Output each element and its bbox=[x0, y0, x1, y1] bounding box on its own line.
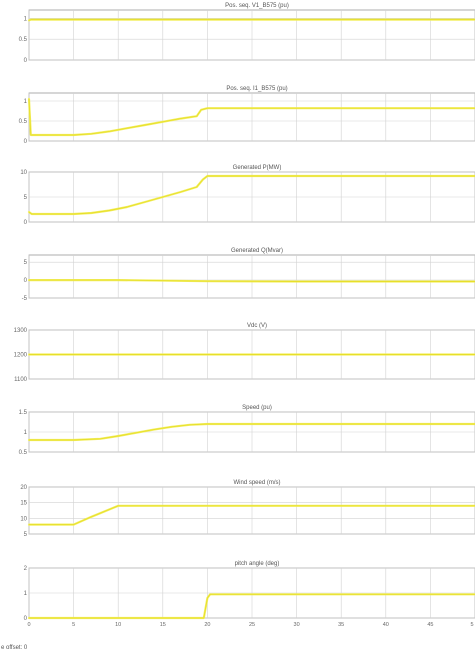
series-line-core bbox=[29, 423, 475, 441]
plot-title: Generated Q(Mvar) bbox=[231, 248, 283, 254]
x-tick-label: 20 bbox=[204, 622, 210, 628]
y-tick-label: 0.5 bbox=[19, 450, 28, 456]
x-tick-label: 5 bbox=[470, 622, 473, 628]
subplot-7: 5 10 15 20 Wind speed (m/s) bbox=[20, 480, 475, 538]
series-line-core bbox=[29, 593, 475, 619]
plot-title: Wind speed (m/s) bbox=[233, 480, 280, 486]
y-tick-label: -5 bbox=[22, 296, 28, 302]
plot-title: Pos. seq. V1_B575 (pu) bbox=[225, 3, 289, 9]
y-tick-label: 0 bbox=[24, 139, 28, 145]
subplot-4: -5 0 5 Generated Q(Mvar) bbox=[22, 248, 475, 302]
series-line-core bbox=[28, 175, 475, 215]
plot-title: pitch angle (deg) bbox=[235, 561, 280, 567]
subplot-3: 0 5 10 Generated P(MW) bbox=[20, 165, 475, 226]
subplot-6: 0.5 1 1.5 Speed (pu) bbox=[19, 405, 475, 456]
y-tick-label: 1 bbox=[24, 99, 28, 105]
plot-title: Pos. seq. I1_B575 (pu) bbox=[226, 86, 287, 92]
y-tick-label: 0.5 bbox=[19, 119, 28, 125]
plot-title: Vdc (V) bbox=[247, 323, 267, 329]
y-tick-label: 1 bbox=[24, 430, 28, 436]
x-tick-label: 30 bbox=[294, 622, 300, 628]
x-tick-label: 40 bbox=[383, 622, 389, 628]
series-line-core bbox=[29, 279, 475, 282]
y-tick-label: 1 bbox=[24, 16, 28, 22]
y-tick-label: 10 bbox=[20, 170, 27, 176]
y-tick-label: 1 bbox=[24, 591, 28, 597]
y-tick-label: 0 bbox=[24, 220, 28, 226]
series-line-core bbox=[28, 98, 475, 136]
y-tick-label: 5 bbox=[24, 260, 28, 266]
y-tick-label: 0.5 bbox=[19, 37, 28, 43]
y-tick-label: 1.5 bbox=[19, 410, 28, 416]
x-tick-label: 10 bbox=[115, 622, 121, 628]
x-tick-label: 35 bbox=[338, 622, 344, 628]
y-tick-label: 0 bbox=[24, 278, 28, 284]
y-tick-label: 15 bbox=[20, 501, 27, 507]
series-line-core bbox=[28, 19, 475, 21]
y-tick-label: 5 bbox=[24, 195, 28, 201]
x-tick-label: 15 bbox=[160, 622, 166, 628]
y-tick-label: 0 bbox=[24, 58, 28, 64]
subplot-2: 0 0.5 1 Pos. seq. I1_B575 (pu) bbox=[19, 86, 475, 145]
time-offset-label: e offset: 0 bbox=[1, 645, 28, 651]
y-tick-label: 10 bbox=[20, 516, 27, 522]
y-tick-label: 1100 bbox=[14, 377, 28, 383]
subplot-8: 0 1 2 pitch angle (deg) 0 5 10 15 20 25 30 35 40 45 5 bbox=[24, 561, 475, 628]
y-tick-label: 20 bbox=[20, 485, 27, 491]
x-tick-label: 45 bbox=[427, 622, 433, 628]
plot-title: Speed (pu) bbox=[242, 405, 272, 411]
y-tick-label: 1300 bbox=[14, 328, 28, 334]
plot-title: Generated P(MW) bbox=[233, 165, 282, 171]
x-tick-label: 0 bbox=[27, 622, 30, 628]
x-tick-label: 25 bbox=[249, 622, 255, 628]
y-tick-label: 2 bbox=[24, 566, 28, 572]
subplot-1: 0 0.5 1 Pos. seq. V1_B575 (pu) bbox=[19, 3, 475, 64]
y-tick-label: 5 bbox=[24, 532, 28, 538]
y-tick-label: 0 bbox=[24, 616, 28, 622]
subplot-5: 1100 1200 1300 Vdc (V) bbox=[14, 323, 475, 383]
x-tick-label: 5 bbox=[72, 622, 75, 628]
y-tick-label: 1200 bbox=[14, 353, 28, 359]
series-line-core bbox=[29, 505, 475, 526]
